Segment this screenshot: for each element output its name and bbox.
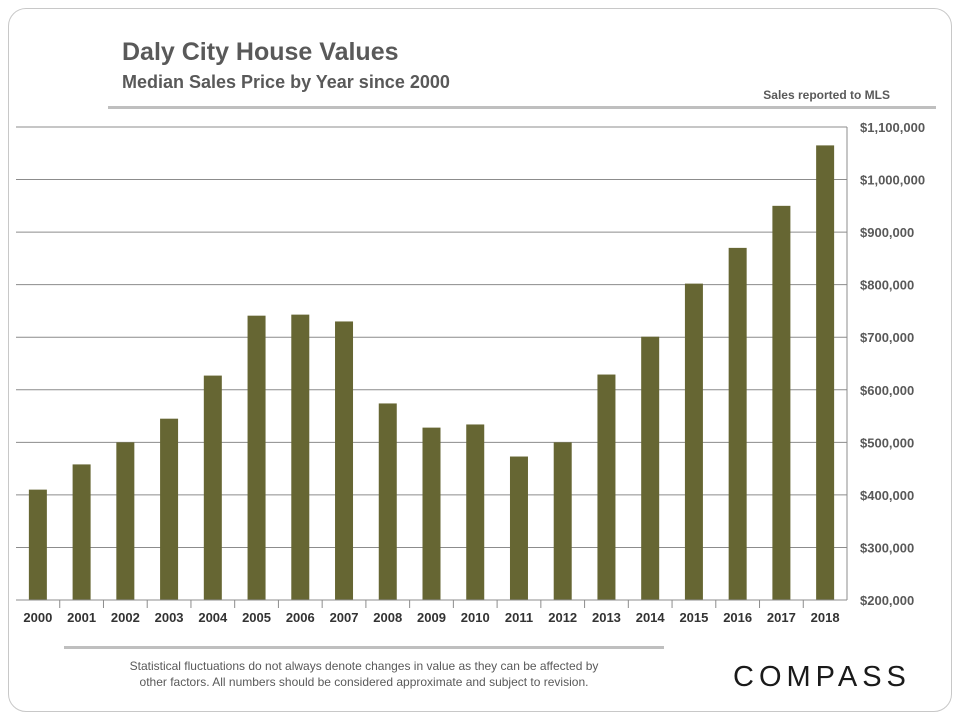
bar bbox=[772, 205, 791, 601]
bar bbox=[466, 424, 485, 600]
disclaimer-line-2: other factors. All numbers should be con… bbox=[139, 675, 589, 689]
x-tick-label: 2005 bbox=[242, 610, 271, 625]
bottom-divider bbox=[64, 646, 664, 649]
bar bbox=[422, 427, 441, 600]
y-tick-label: $900,000 bbox=[860, 225, 914, 240]
chart-title: Daly City House Values bbox=[122, 38, 399, 66]
axes bbox=[16, 127, 848, 608]
y-tick-label: $800,000 bbox=[860, 278, 914, 293]
bar bbox=[116, 442, 135, 600]
bar bbox=[509, 456, 528, 600]
top-divider bbox=[108, 106, 936, 109]
y-tick-label: $700,000 bbox=[860, 330, 914, 345]
bar bbox=[378, 403, 397, 600]
x-tick-label: 2013 bbox=[592, 610, 621, 625]
x-tick-label: 2004 bbox=[198, 610, 228, 625]
y-tick-label: $1,000,000 bbox=[860, 173, 925, 188]
x-tick-label: 2003 bbox=[155, 610, 184, 625]
y-tick-label: $500,000 bbox=[860, 435, 914, 450]
x-tick-label: 2009 bbox=[417, 610, 446, 625]
y-tick-label: $600,000 bbox=[860, 383, 914, 398]
bar bbox=[728, 247, 747, 600]
x-tick-label: 2006 bbox=[286, 610, 315, 625]
tick-labels: $200,000 $300,000 $400,000 $500,000 $600,000… bbox=[23, 120, 925, 625]
x-tick-label: 2000 bbox=[23, 610, 52, 625]
bar bbox=[597, 374, 616, 600]
x-tick-label: 2014 bbox=[636, 610, 666, 625]
bar bbox=[553, 442, 572, 600]
source-note: Sales reported to MLS bbox=[763, 88, 890, 102]
logo-wordmark: COMPASS bbox=[733, 661, 911, 692]
y-tick-label: $1,100,000 bbox=[860, 120, 925, 135]
bar bbox=[203, 375, 222, 600]
x-tick-label: 2010 bbox=[461, 610, 490, 625]
x-tick-label: 2018 bbox=[811, 610, 840, 625]
bar bbox=[291, 314, 310, 600]
y-tick-label: $200,000 bbox=[860, 593, 914, 608]
disclaimer-line-1: Statistical fluctuations do not always d… bbox=[129, 659, 599, 673]
bar bbox=[641, 336, 660, 600]
x-tick-label: 2007 bbox=[330, 610, 359, 625]
x-tick-label: 2001 bbox=[67, 610, 96, 625]
bar bbox=[335, 321, 354, 600]
x-tick-label: 2015 bbox=[679, 610, 708, 625]
bars bbox=[28, 145, 835, 601]
bar bbox=[816, 145, 835, 600]
x-tick-label: 2011 bbox=[505, 610, 533, 625]
y-tick-label: $400,000 bbox=[860, 488, 914, 503]
chart-subtitle: Median Sales Price by Year since 2000 bbox=[122, 72, 450, 92]
x-tick-label: 2002 bbox=[111, 610, 140, 625]
y-tick-label: $300,000 bbox=[860, 540, 914, 555]
compass-logo: COMPASS bbox=[733, 661, 911, 692]
x-tick-label: 2012 bbox=[548, 610, 577, 625]
bar bbox=[72, 464, 91, 600]
bar bbox=[28, 489, 47, 600]
bar bbox=[247, 315, 266, 600]
x-tick-label: 2016 bbox=[723, 610, 752, 625]
bar bbox=[684, 283, 703, 600]
x-tick-label: 2008 bbox=[373, 610, 402, 625]
disclaimer: Statistical fluctuations do not always d… bbox=[64, 658, 664, 690]
bar bbox=[160, 418, 179, 600]
x-tick-label: 2017 bbox=[767, 610, 796, 625]
